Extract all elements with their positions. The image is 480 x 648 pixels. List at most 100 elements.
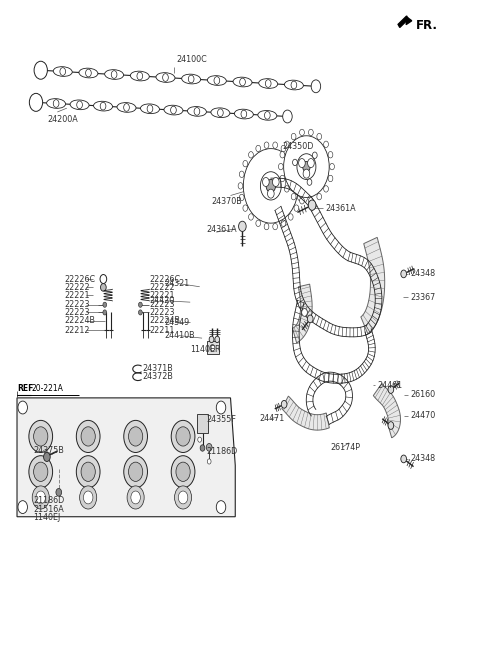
Circle shape xyxy=(85,69,91,77)
Ellipse shape xyxy=(94,101,112,111)
Circle shape xyxy=(283,110,292,123)
Circle shape xyxy=(127,486,144,509)
Circle shape xyxy=(34,462,48,481)
Ellipse shape xyxy=(156,73,175,82)
Circle shape xyxy=(81,427,96,446)
Circle shape xyxy=(138,310,142,315)
Ellipse shape xyxy=(70,100,89,110)
Circle shape xyxy=(138,302,142,307)
Ellipse shape xyxy=(258,111,277,120)
Circle shape xyxy=(84,491,93,504)
Text: 22224B: 22224B xyxy=(150,316,181,325)
Text: 24371B: 24371B xyxy=(143,364,173,373)
Circle shape xyxy=(300,198,304,204)
Circle shape xyxy=(100,275,107,284)
Circle shape xyxy=(170,106,176,114)
Circle shape xyxy=(32,486,49,509)
Text: REF.: REF. xyxy=(17,384,35,393)
Circle shape xyxy=(147,105,153,113)
Circle shape xyxy=(238,183,243,189)
Circle shape xyxy=(312,152,317,159)
Circle shape xyxy=(264,142,269,148)
Circle shape xyxy=(264,224,269,230)
Text: 22223: 22223 xyxy=(64,300,90,309)
Circle shape xyxy=(124,104,129,111)
Text: 22226C: 22226C xyxy=(150,275,181,284)
Circle shape xyxy=(198,437,202,442)
Circle shape xyxy=(200,445,205,451)
Text: 24100C: 24100C xyxy=(176,56,207,64)
Circle shape xyxy=(263,178,269,187)
Circle shape xyxy=(288,152,293,158)
Circle shape xyxy=(311,80,321,93)
Circle shape xyxy=(307,179,312,185)
Ellipse shape xyxy=(182,74,201,84)
Circle shape xyxy=(129,427,143,446)
Circle shape xyxy=(188,75,194,83)
Circle shape xyxy=(298,171,302,178)
Circle shape xyxy=(210,345,215,351)
Text: 24348: 24348 xyxy=(411,454,436,463)
Circle shape xyxy=(291,194,296,200)
Ellipse shape xyxy=(234,110,253,119)
Circle shape xyxy=(243,148,299,223)
Circle shape xyxy=(171,456,195,488)
Circle shape xyxy=(388,422,394,430)
Circle shape xyxy=(261,172,281,200)
Circle shape xyxy=(281,400,287,408)
Circle shape xyxy=(256,220,261,227)
Circle shape xyxy=(278,163,283,170)
Polygon shape xyxy=(17,398,235,516)
Circle shape xyxy=(308,159,314,168)
Circle shape xyxy=(294,161,299,167)
Circle shape xyxy=(298,194,302,201)
Text: 24355F: 24355F xyxy=(207,415,237,424)
Circle shape xyxy=(294,205,299,211)
Text: 24470: 24470 xyxy=(411,411,436,421)
Text: 22211: 22211 xyxy=(150,326,175,335)
Circle shape xyxy=(18,401,27,414)
Circle shape xyxy=(291,133,296,140)
Circle shape xyxy=(124,456,147,488)
Ellipse shape xyxy=(53,67,72,76)
Ellipse shape xyxy=(79,68,98,78)
Circle shape xyxy=(206,443,212,451)
Circle shape xyxy=(401,270,407,278)
Circle shape xyxy=(18,501,27,513)
Circle shape xyxy=(176,462,190,481)
Circle shape xyxy=(216,501,226,513)
Circle shape xyxy=(34,62,48,79)
Circle shape xyxy=(291,81,297,89)
Circle shape xyxy=(297,154,316,179)
Bar xyxy=(207,341,219,354)
Circle shape xyxy=(111,71,117,78)
Circle shape xyxy=(293,159,297,166)
Circle shape xyxy=(281,220,286,227)
Circle shape xyxy=(216,401,226,414)
Circle shape xyxy=(299,183,303,189)
Circle shape xyxy=(239,221,246,231)
Circle shape xyxy=(267,189,274,198)
Text: 22224B: 22224B xyxy=(64,316,96,325)
Circle shape xyxy=(103,310,107,315)
Circle shape xyxy=(194,108,200,115)
Circle shape xyxy=(44,452,50,461)
Ellipse shape xyxy=(105,70,123,79)
Text: 22222: 22222 xyxy=(64,283,90,292)
Ellipse shape xyxy=(207,76,227,86)
Circle shape xyxy=(273,224,277,230)
Text: 21186D: 21186D xyxy=(207,446,238,456)
Circle shape xyxy=(299,159,305,168)
Ellipse shape xyxy=(130,71,149,81)
Ellipse shape xyxy=(187,106,206,116)
Circle shape xyxy=(309,129,313,135)
Text: 21516A: 21516A xyxy=(34,505,64,513)
Circle shape xyxy=(285,141,289,148)
Circle shape xyxy=(137,72,143,80)
Circle shape xyxy=(124,421,147,452)
Circle shape xyxy=(207,459,211,464)
Polygon shape xyxy=(292,284,312,343)
Text: 22221: 22221 xyxy=(64,290,90,299)
Circle shape xyxy=(129,462,143,481)
Text: 21186D: 21186D xyxy=(34,496,65,505)
